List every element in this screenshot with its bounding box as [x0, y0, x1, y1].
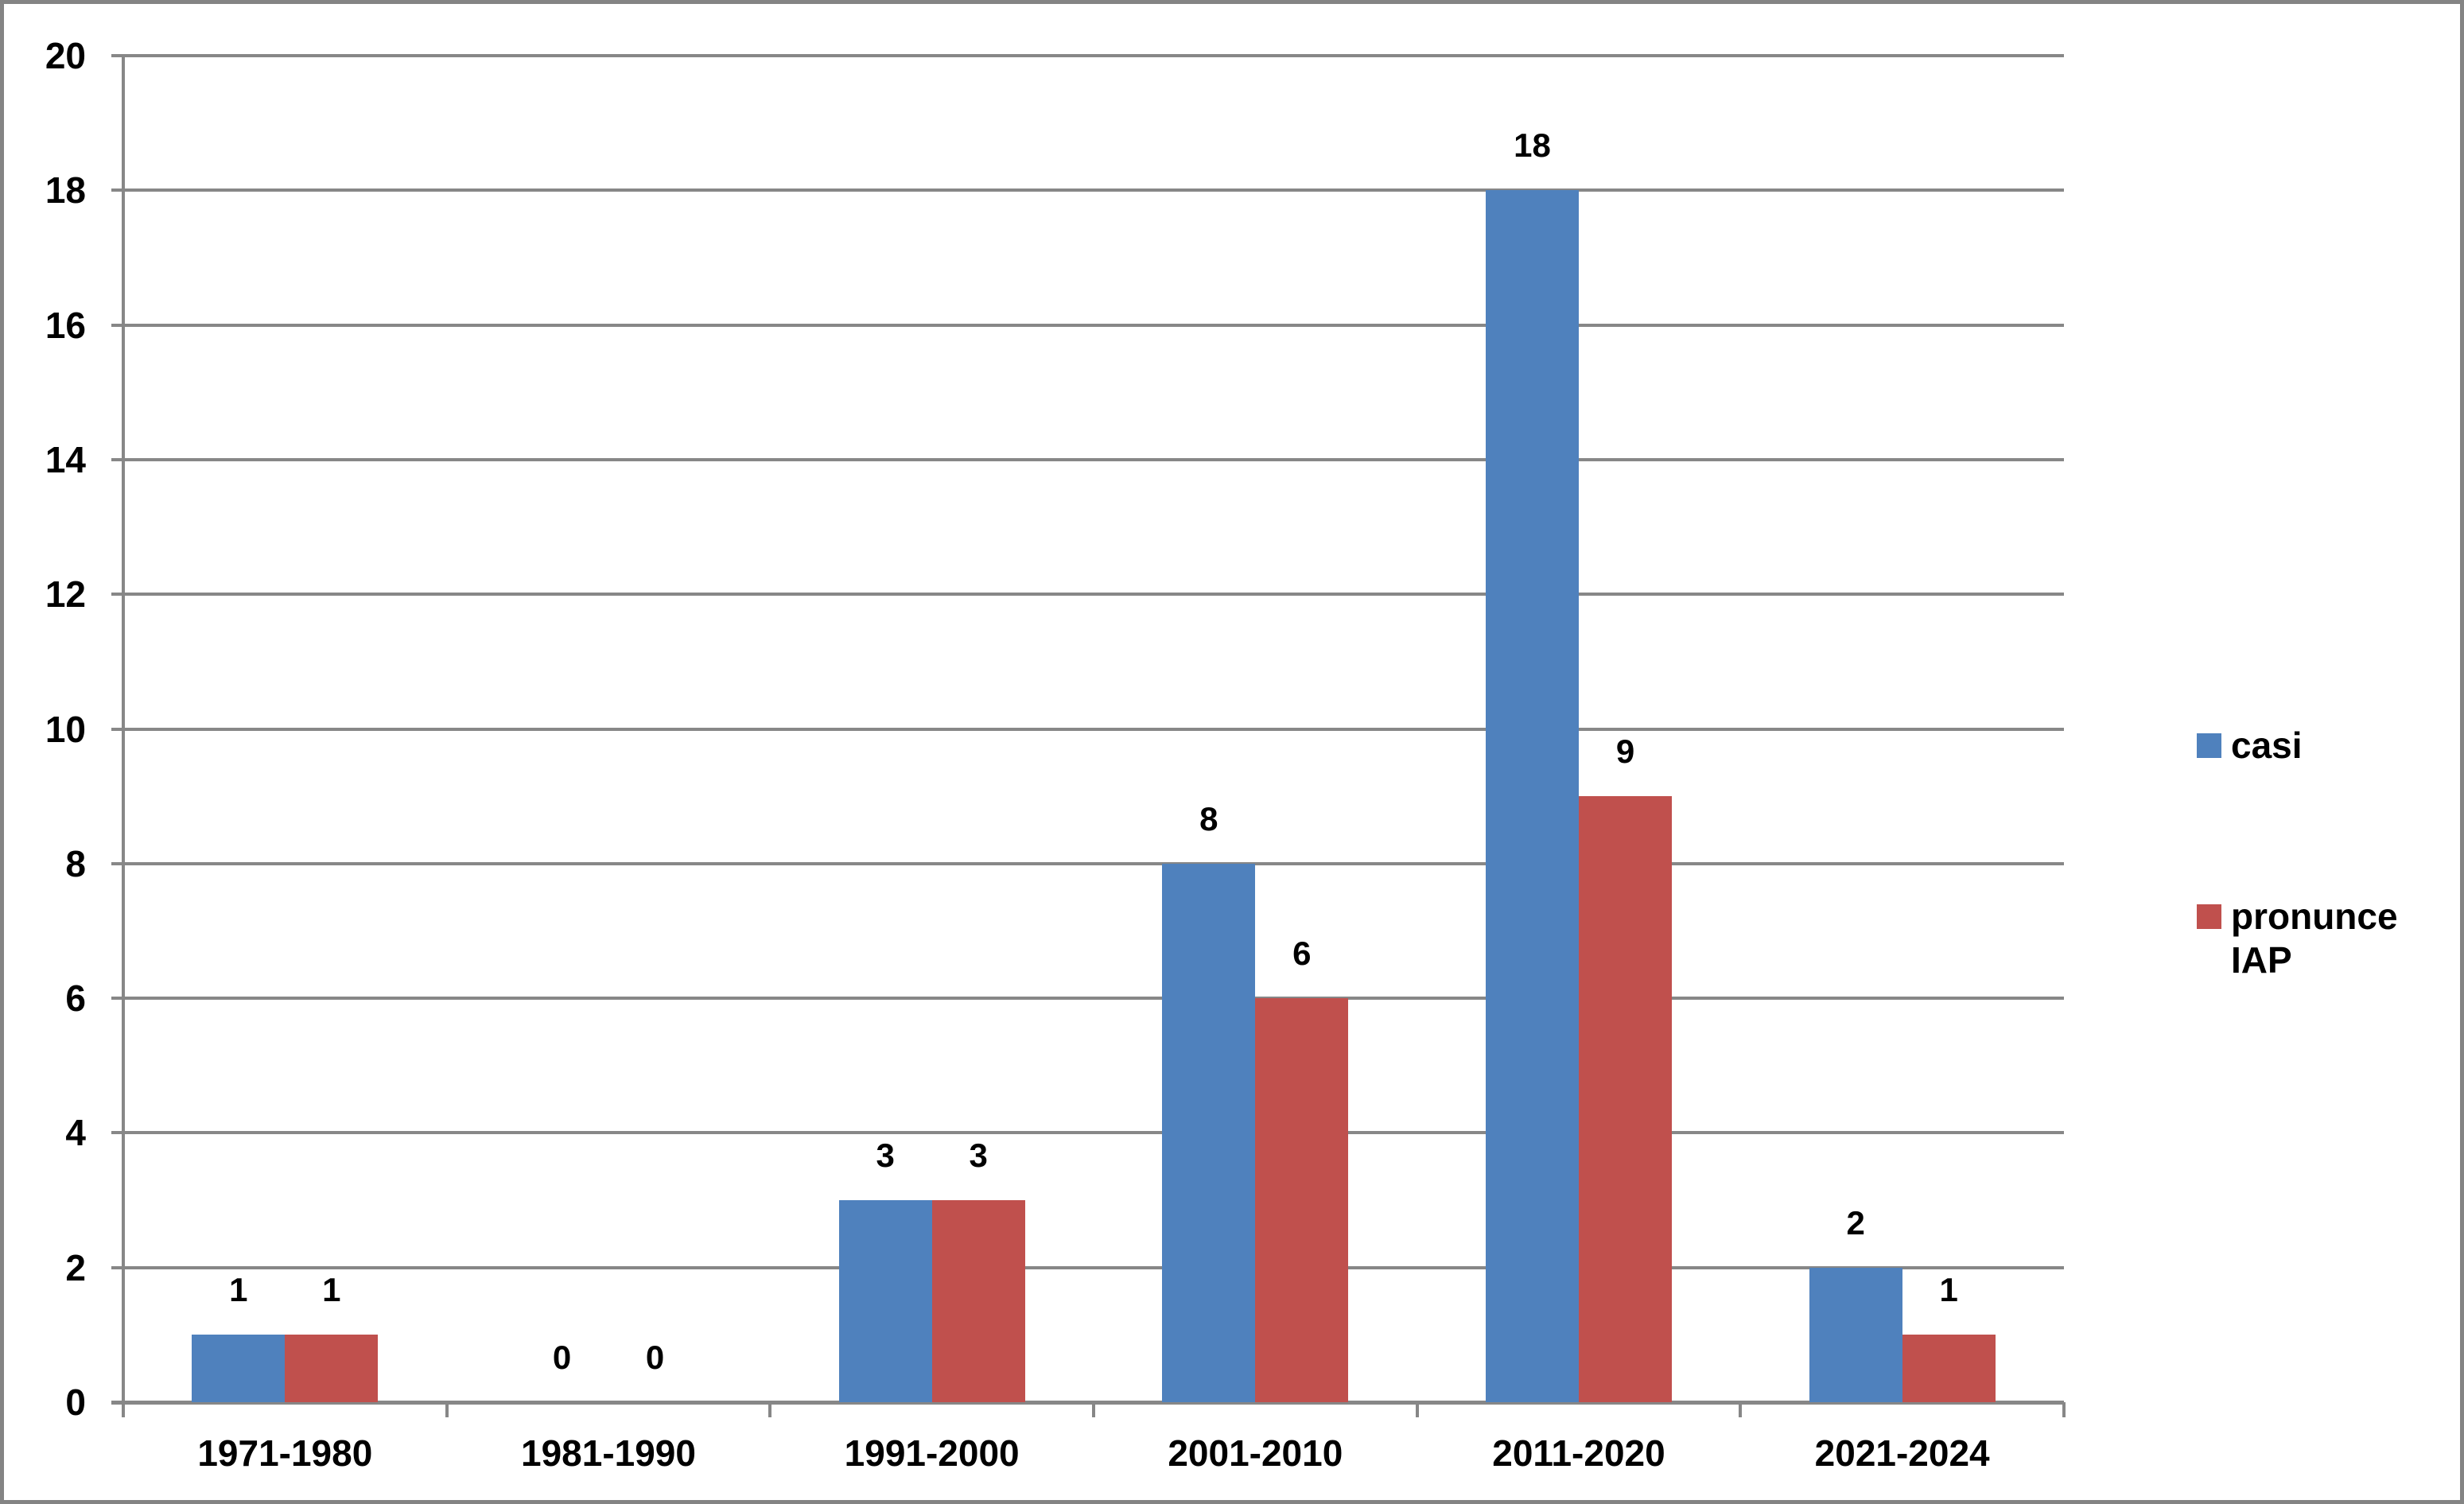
bar-casi-1991-2000: [838, 1200, 932, 1402]
y-gridline: [111, 457, 2064, 461]
x-axis-tick: [1739, 1402, 1743, 1417]
y-gridline: [111, 1265, 2064, 1269]
data-label: 1: [1939, 1271, 1958, 1309]
bar-pronunce-iap-1991-2000: [931, 1200, 1025, 1402]
legend-label: casi: [2231, 724, 2303, 768]
y-axis-tick-label: 8: [65, 842, 86, 884]
y-axis-tick-label: 20: [45, 35, 86, 76]
data-label: 2: [1846, 1203, 1865, 1242]
bar-pronunce-iap-2011-2020: [1579, 796, 1672, 1402]
y-gridline: [111, 861, 2064, 865]
x-axis-category-label: 1991-2000: [844, 1432, 1020, 1474]
data-label: 3: [876, 1137, 895, 1175]
legend-swatch: [2197, 733, 2221, 758]
y-gridline: [111, 54, 2064, 57]
bar-casi-2001-2010: [1162, 863, 1256, 1402]
y-axis-tick-label: 16: [45, 304, 86, 346]
y-axis-tick-label: 18: [45, 169, 86, 212]
x-axis-tick: [1092, 1402, 1095, 1417]
x-axis-category-label: 2021-2024: [1814, 1432, 1990, 1474]
y-gridline: [111, 593, 2064, 597]
bar-pronunce-iap-2001-2010: [1255, 998, 1349, 1402]
y-gridline: [111, 323, 2064, 327]
bar-casi-2021-2024: [1809, 1267, 1902, 1402]
bar-casi-2011-2020: [1486, 190, 1579, 1402]
y-axis-tick-label: 0: [65, 1382, 86, 1423]
bar-pronunce-iap-1971-1980: [285, 1335, 379, 1402]
data-label: 18: [1514, 126, 1551, 165]
legend-swatch: [2197, 904, 2221, 929]
y-axis-tick-label: 4: [65, 1112, 86, 1154]
legend-label: pronunce IAP: [2231, 895, 2398, 982]
y-gridline: [111, 727, 2064, 731]
x-axis-tick: [122, 1402, 125, 1417]
data-label: 3: [969, 1137, 988, 1175]
data-label: 6: [1292, 935, 1312, 973]
y-axis-tick-label: 2: [65, 1246, 86, 1288]
data-label: 8: [1199, 799, 1218, 837]
x-axis-category-label: 1971-1980: [197, 1432, 373, 1474]
x-axis-tick: [768, 1402, 772, 1417]
x-axis-tick: [445, 1402, 449, 1417]
legend-label-line: casi: [2231, 725, 2303, 766]
data-label: 1: [229, 1271, 248, 1309]
y-axis-tick-label: 10: [45, 708, 86, 750]
y-gridline: [111, 997, 2064, 1001]
y-axis-tick-label: 6: [65, 977, 86, 1020]
y-gridline: [111, 188, 2064, 192]
x-axis-tick: [2062, 1402, 2066, 1417]
y-axis-tick-label: 12: [45, 573, 86, 616]
x-axis-tick: [1415, 1402, 1419, 1417]
y-gridline: [111, 1401, 2064, 1405]
x-axis-category-label: 2011-2020: [1492, 1432, 1665, 1474]
x-axis-category-label: 2001-2010: [1168, 1432, 1343, 1474]
legend-label-line: IAP: [2231, 939, 2292, 981]
data-label: 0: [645, 1339, 665, 1376]
y-gridline: [111, 1131, 2064, 1135]
y-axis-line: [122, 56, 125, 1417]
data-label: 1: [322, 1271, 341, 1309]
y-axis-tick-label: 14: [45, 438, 86, 480]
bar-casi-1971-1980: [192, 1335, 286, 1402]
data-label: 0: [552, 1339, 572, 1376]
bar-pronunce-iap-2021-2024: [1902, 1335, 1996, 1402]
legend-label-line: pronunce: [2231, 896, 2398, 937]
data-label: 9: [1615, 733, 1635, 771]
x-axis-category-label: 1981-1990: [520, 1432, 696, 1474]
